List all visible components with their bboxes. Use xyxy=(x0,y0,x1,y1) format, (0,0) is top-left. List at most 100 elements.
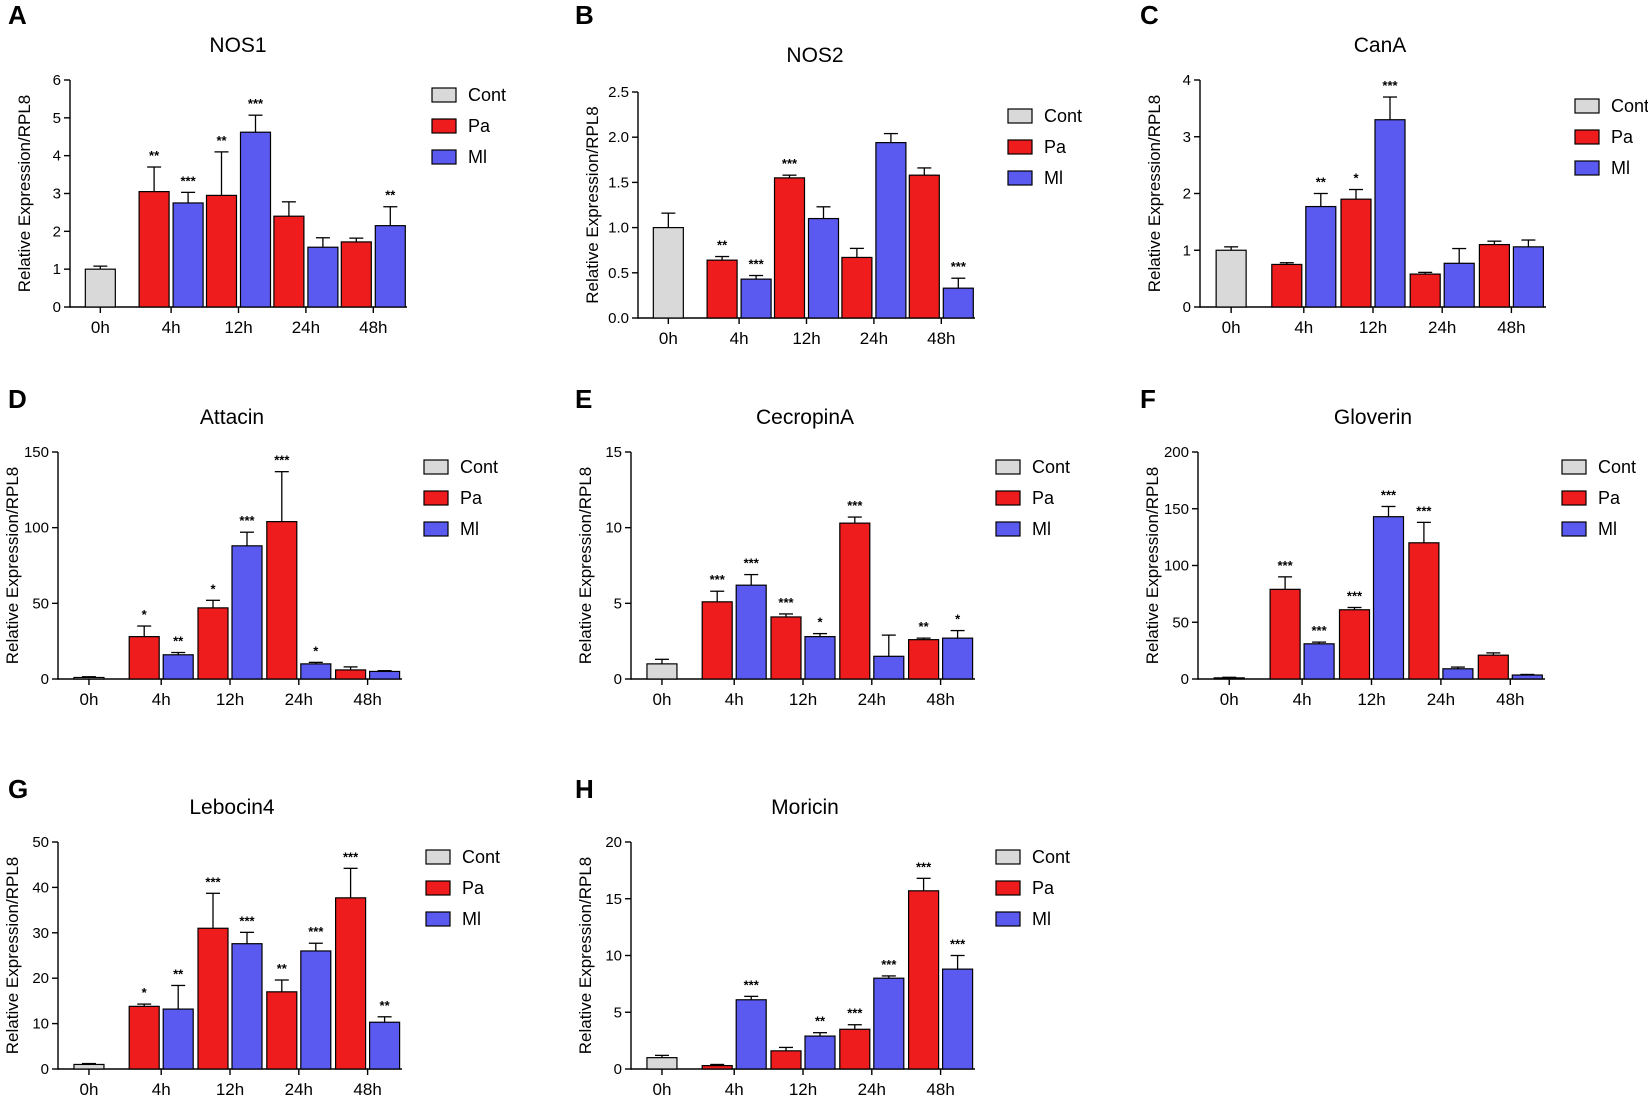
bar-ml-12h xyxy=(231,943,263,1070)
bar-ml-12h xyxy=(804,1035,836,1070)
bar-pa-12h xyxy=(205,194,238,308)
x-tick-label: 0h xyxy=(91,318,110,337)
bar-pa-4h xyxy=(128,636,160,680)
bar-ml-24h xyxy=(1442,668,1474,680)
bar-pa-12h xyxy=(773,177,806,319)
chart-title: Lebocin4 xyxy=(189,796,275,819)
bar-pa-4h xyxy=(701,601,733,680)
legend-swatch-pa xyxy=(995,880,1021,896)
x-tick-label: 12h xyxy=(1359,318,1387,337)
legend-label-ml: Ml xyxy=(468,147,487,167)
significance-label: ** xyxy=(277,961,288,976)
x-tick-label: 48h xyxy=(1497,318,1525,337)
significance-label: ** xyxy=(815,1014,826,1029)
y-tick-label: 5 xyxy=(53,110,61,127)
y-tick-label: 20 xyxy=(32,970,49,987)
y-tick-label: 150 xyxy=(24,444,49,461)
chart-panel-e: E CecropinA Relative Expression/RPL8 0 5 10 15… xyxy=(575,384,1070,709)
legend-swatch-pa xyxy=(1561,490,1587,506)
legend-label-pa: Pa xyxy=(462,878,485,898)
significance-label: *** xyxy=(1347,588,1363,603)
panel-letter: F xyxy=(1140,384,1156,414)
significance-label: *** xyxy=(778,595,794,610)
x-tick-label: 24h xyxy=(285,690,313,709)
panel-letter: G xyxy=(8,774,28,804)
x-tick-label: 24h xyxy=(860,329,888,348)
panel-letter: E xyxy=(575,384,592,414)
bar-ml-12h xyxy=(1374,119,1406,308)
chart-title: Attacin xyxy=(200,406,264,429)
bar-pa-4h xyxy=(128,1005,160,1070)
legend-swatch-cont xyxy=(1561,459,1587,475)
bar-pa-4h xyxy=(706,259,738,319)
significance-label: *** xyxy=(744,556,760,571)
legend-swatch-ml xyxy=(425,911,451,927)
y-axis-label: Relative Expression/RPL8 xyxy=(583,106,602,303)
y-tick-label: 50 xyxy=(32,834,49,851)
legend-swatch-ml xyxy=(423,521,449,537)
legend-label-pa: Pa xyxy=(1044,137,1067,157)
legend-label-ml: Ml xyxy=(1598,519,1617,539)
x-tick-label: 12h xyxy=(789,690,817,709)
bar-pa-48h xyxy=(335,669,367,680)
significance-label: * xyxy=(817,615,823,630)
significance-label: * xyxy=(955,612,961,627)
x-tick-label: 12h xyxy=(224,318,252,337)
significance-label: *** xyxy=(749,257,765,272)
chart-title: CanA xyxy=(1354,34,1407,57)
bar-ml-48h xyxy=(369,1021,401,1070)
y-tick-label: 15 xyxy=(605,891,622,908)
legend-label-cont: Cont xyxy=(460,457,498,477)
significance-label: ** xyxy=(173,634,184,649)
significance-label: *** xyxy=(239,913,255,928)
y-tick-label: 0 xyxy=(41,1061,49,1078)
bar-pa-48h xyxy=(340,241,372,308)
significance-label: ** xyxy=(380,998,391,1013)
x-tick-label: 0h xyxy=(652,690,671,709)
bar-pa-4h xyxy=(138,191,170,308)
significance-label: *** xyxy=(205,874,221,889)
x-tick-label: 0h xyxy=(79,690,98,709)
legend-swatch-ml xyxy=(995,911,1021,927)
chart-title: Gloverin xyxy=(1334,406,1412,429)
significance-label: * xyxy=(210,581,216,596)
x-tick-label: 12h xyxy=(792,329,820,348)
y-tick-label: 2 xyxy=(1183,186,1191,203)
legend-swatch-ml xyxy=(995,521,1021,537)
bar-pa-4h xyxy=(701,1064,733,1070)
x-tick-label: 48h xyxy=(926,1080,954,1096)
chart-panel-b: B NOS2 Relative Expression/RPL8 0.0 0.5 1.0 1.… xyxy=(575,0,1082,348)
chart-title: CecropinA xyxy=(756,406,854,429)
bar-cont-0h xyxy=(84,268,116,308)
bar-pa-24h xyxy=(266,991,298,1070)
bar-ml-48h xyxy=(1512,246,1545,308)
y-tick-label: 0 xyxy=(614,1061,622,1078)
bar-pa-48h xyxy=(907,890,940,1070)
bar-ml-4h xyxy=(735,584,767,680)
bar-pa-48h xyxy=(907,639,940,680)
x-tick-label: 12h xyxy=(1357,690,1385,709)
y-axis-label: Relative Expression/RPL8 xyxy=(15,95,34,292)
y-tick-label: 50 xyxy=(1172,614,1189,631)
bar-cont-0h xyxy=(646,663,678,680)
y-axis-label: Relative Expression/RPL8 xyxy=(1143,467,1162,664)
significance-label: *** xyxy=(1416,503,1432,518)
legend-label-ml: Ml xyxy=(1044,168,1063,188)
y-tick-label: 0 xyxy=(41,671,49,688)
legend-label-cont: Cont xyxy=(1044,106,1082,126)
y-tick-label: 3 xyxy=(1183,129,1191,146)
legend-swatch-pa xyxy=(425,880,451,896)
bar-ml-4h xyxy=(162,1008,194,1070)
legend: Cont Pa Ml xyxy=(423,457,498,539)
legend: Cont Pa Ml xyxy=(995,847,1070,929)
y-tick-label: 15 xyxy=(605,444,622,461)
legend-label-pa: Pa xyxy=(1032,488,1055,508)
x-tick-label: 48h xyxy=(1496,690,1524,709)
significance-label: ** xyxy=(717,238,728,253)
x-tick-label: 4h xyxy=(1293,690,1312,709)
legend-swatch-cont xyxy=(1007,108,1033,124)
y-tick-label: 100 xyxy=(1164,558,1189,575)
legend-label-ml: Ml xyxy=(1032,909,1051,929)
bar-pa-24h xyxy=(1409,273,1441,308)
